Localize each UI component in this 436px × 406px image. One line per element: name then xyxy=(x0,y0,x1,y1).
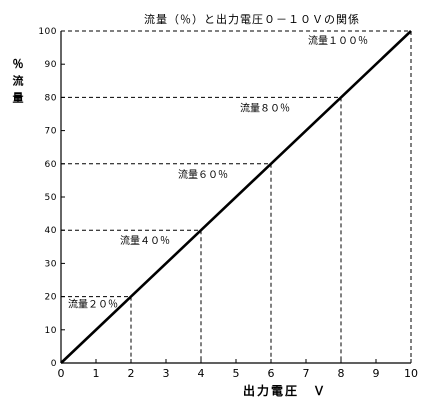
x-tick-label: 6 xyxy=(268,367,275,380)
plot-area: 0 1 2 3 4 5 6 7 8 9 100102030405060708090100流量２０％流… xyxy=(38,27,418,380)
y-tick-label: 20 xyxy=(45,293,57,303)
x-axis-title: 出力電圧 Ｖ xyxy=(243,383,327,398)
y-tick-label: 60 xyxy=(45,160,57,170)
x-tick-label: 5 xyxy=(233,367,240,380)
x-tick-label: 2 xyxy=(128,367,135,380)
x-tick-label: 7 xyxy=(303,367,310,380)
y-tick-label: 100 xyxy=(38,27,57,37)
y-tick-label: 90 xyxy=(45,60,57,70)
x-tick-label: 0 xyxy=(58,367,65,380)
annotation-label: 流量６０％ xyxy=(178,168,228,181)
y-tick-label: 30 xyxy=(45,259,57,269)
x-tick-label: 10 xyxy=(404,367,418,380)
x-tick-label: 9 xyxy=(373,367,380,380)
x-tick-label: 8 xyxy=(338,367,345,380)
series-line xyxy=(60,30,412,364)
y-axis-title: ％流量 xyxy=(11,58,24,109)
y-tick-label: 0 xyxy=(51,359,57,369)
y-tick-label: 10 xyxy=(45,326,57,336)
annotation-label: 流量８０％ xyxy=(240,101,290,114)
y-tick-label: 70 xyxy=(45,127,57,137)
y-tick-label: 50 xyxy=(45,193,57,203)
annotation-label: 流量１００％ xyxy=(308,34,368,47)
y-tick-label: 80 xyxy=(45,93,57,103)
annotation-label: 流量２０％ xyxy=(68,298,118,311)
x-tick-label: 1 xyxy=(93,367,100,380)
x-tick-label: 3 xyxy=(163,367,170,380)
y-tick-label: 40 xyxy=(45,226,57,236)
annotation-label: 流量４０％ xyxy=(120,234,170,247)
chart-title: 流量（％）と出力電圧０－１０Ｖの関係 xyxy=(144,12,360,26)
x-tick-label: 4 xyxy=(198,367,205,380)
